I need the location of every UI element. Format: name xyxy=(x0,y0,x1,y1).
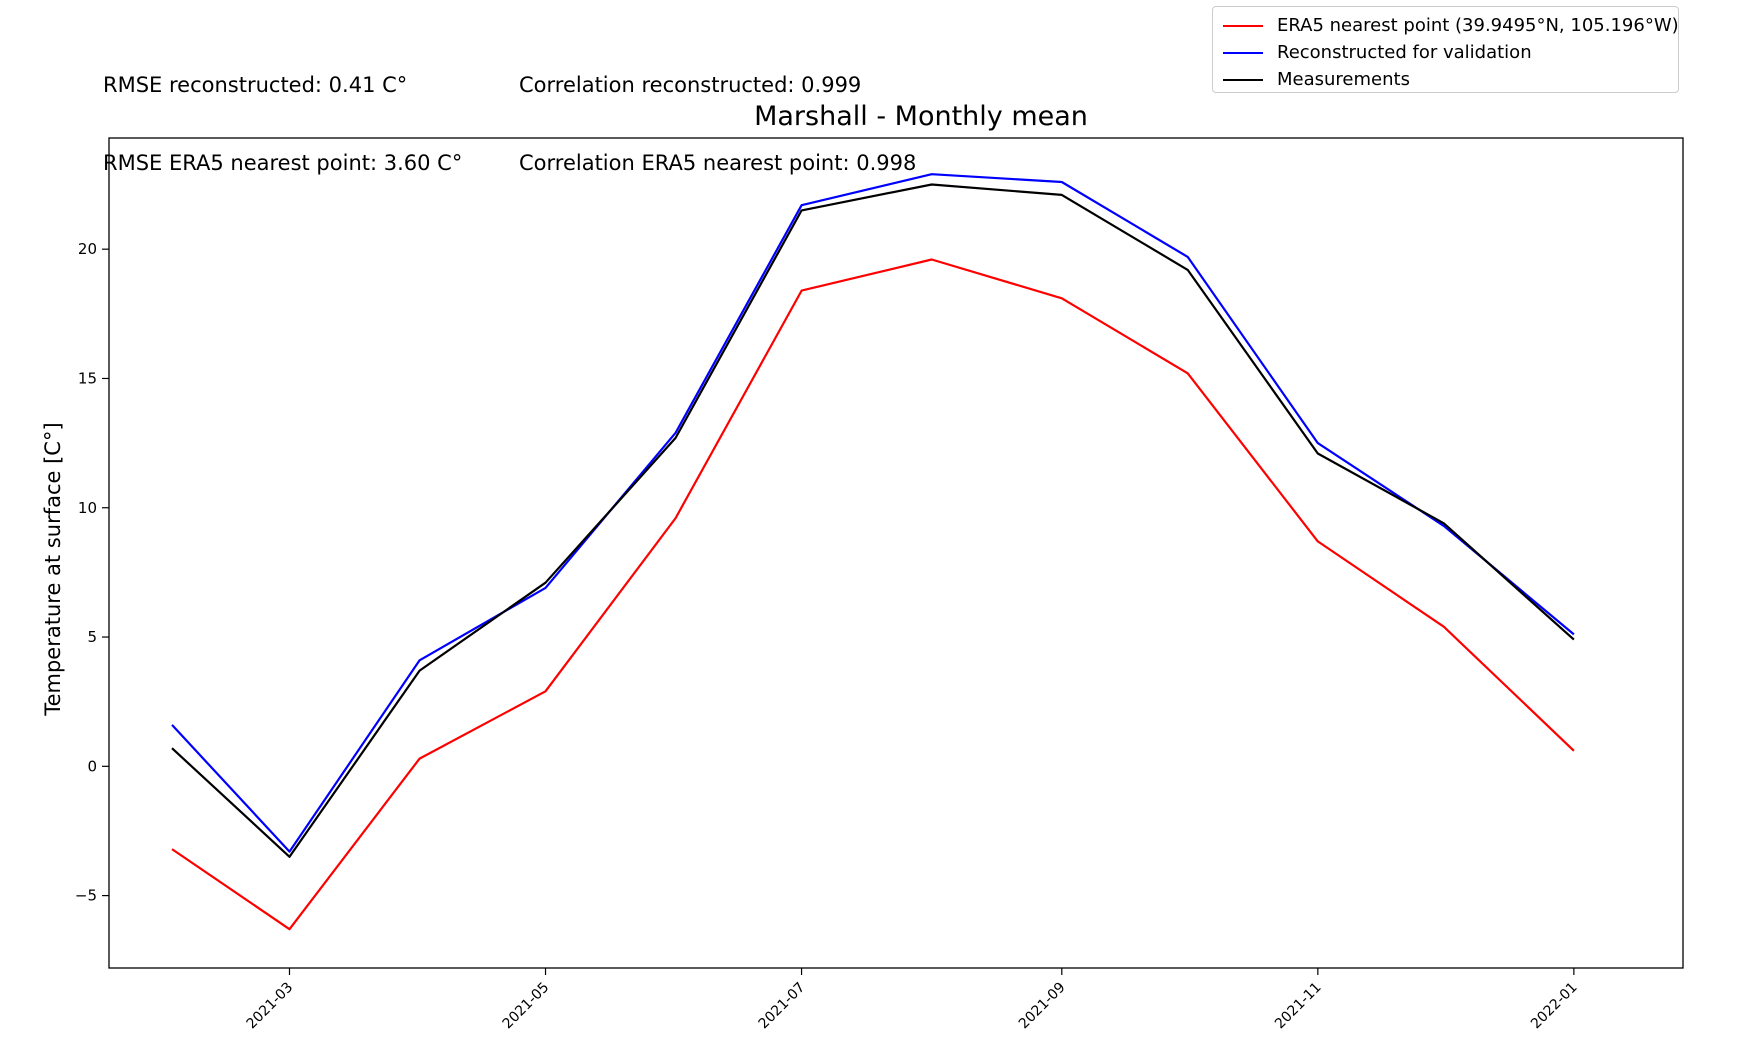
rmse-era5-text: RMSE ERA5 nearest point: 3.60 C° xyxy=(103,151,463,175)
y-tick-label: 15 xyxy=(78,369,97,387)
y-axis: −5 0 5 10 15 20 xyxy=(75,240,109,905)
legend-item: ERA5 nearest point (39.9495°N, 105.196°W… xyxy=(1223,13,1679,39)
rmse-reconstructed-text: RMSE reconstructed: 0.41 C° xyxy=(103,73,408,97)
x-tick-label: 2021-05 xyxy=(500,980,553,1033)
y-tick-label: 0 xyxy=(87,757,97,775)
y-axis-label: Temperature at surface [C°] xyxy=(41,422,65,716)
correlation-reconstructed-text: Correlation reconstructed: 0.999 xyxy=(519,73,862,97)
legend-swatch xyxy=(1223,52,1263,54)
correlation-era5-text: Correlation ERA5 nearest point: 0.998 xyxy=(519,151,917,175)
x-tick-label: 2021-03 xyxy=(244,980,297,1033)
series-line-2 xyxy=(171,183,1575,858)
x-tick-label: 2021-09 xyxy=(1016,980,1069,1033)
plot-area-frame xyxy=(108,137,1684,969)
legend-label: Measurements xyxy=(1277,69,1410,90)
legend-item: Measurements xyxy=(1223,67,1410,93)
y-tick-label: 5 xyxy=(87,628,97,646)
chart-title: Marshall - Monthly mean xyxy=(754,101,1088,132)
legend-swatch xyxy=(1223,25,1263,27)
stats-right-block: Correlation reconstructed: 0.999 Correla… xyxy=(519,20,916,202)
y-tick-label: −5 xyxy=(75,887,97,905)
legend-label: ERA5 nearest point (39.9495°N, 105.196°W… xyxy=(1277,15,1679,36)
x-tick-label: 2021-07 xyxy=(756,980,809,1033)
series-line-0 xyxy=(171,258,1575,931)
y-tick-label: 20 xyxy=(78,240,97,258)
series-lines xyxy=(171,173,1575,931)
legend-label: Reconstructed for validation xyxy=(1277,42,1532,63)
legend: ERA5 nearest point (39.9495°N, 105.196°W… xyxy=(1212,6,1679,93)
x-tick-label: 2022-01 xyxy=(1528,980,1581,1033)
legend-swatch xyxy=(1223,79,1263,81)
series-line-1 xyxy=(171,173,1575,853)
x-axis: 2021-03 2021-05 2021-07 2021-09 2021-11 2022-… xyxy=(244,968,1581,1032)
legend-item: Reconstructed for validation xyxy=(1223,40,1532,66)
x-tick-label: 2021-11 xyxy=(1272,980,1325,1033)
y-tick-label: 10 xyxy=(78,499,97,517)
stats-left-block: RMSE reconstructed: 0.41 C° RMSE ERA5 ne… xyxy=(103,20,462,202)
